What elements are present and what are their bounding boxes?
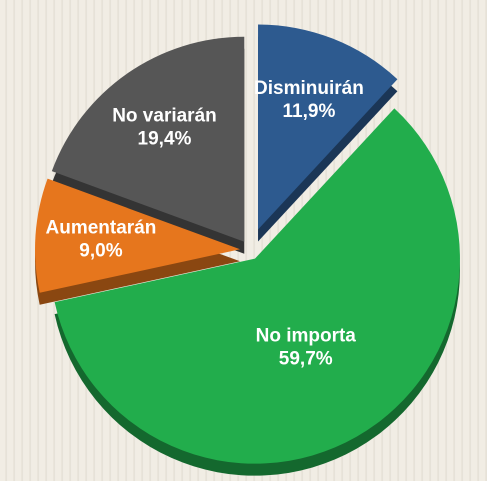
slice-value-label: 11,9%	[283, 101, 336, 122]
slice-label: No variarán	[112, 106, 217, 127]
slice-value-label: 59,7%	[279, 349, 333, 370]
slice-value-label: 9,0%	[79, 241, 122, 262]
slice-label: Disminuirán	[254, 78, 364, 99]
slice-label: Aumentarán	[46, 218, 157, 239]
slice-label: No importa	[256, 326, 357, 347]
slice	[258, 24, 398, 230]
slice	[51, 36, 245, 242]
slice	[54, 108, 460, 464]
slice	[35, 178, 241, 293]
slice-value-label: 19,4%	[138, 129, 192, 150]
